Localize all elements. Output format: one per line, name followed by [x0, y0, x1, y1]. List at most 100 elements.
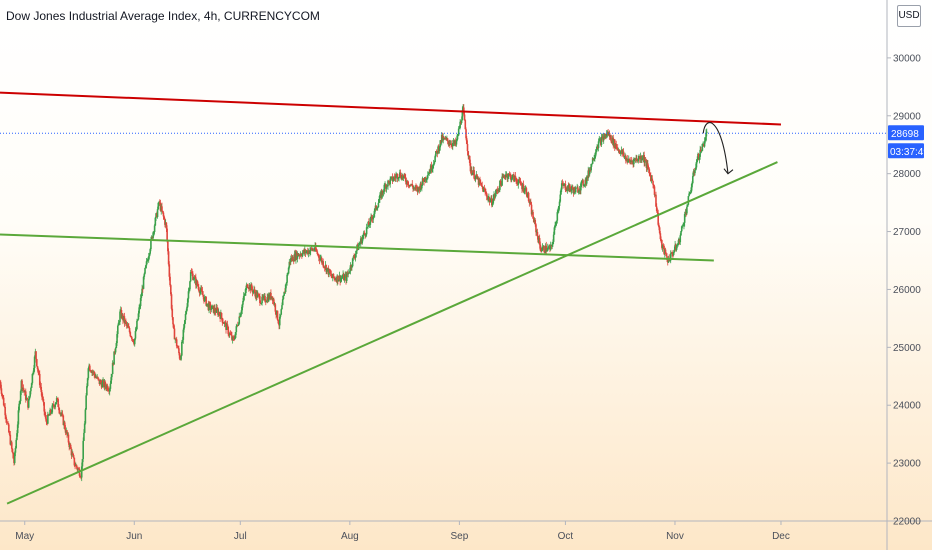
candle-body — [527, 192, 530, 202]
candle-body — [180, 355, 182, 360]
candle-body — [656, 211, 659, 213]
candle-body — [315, 250, 318, 252]
candle-body — [251, 289, 254, 293]
candle-body — [192, 279, 195, 281]
candle-body — [532, 212, 534, 219]
candle-body — [7, 422, 9, 425]
countdown-box — [888, 143, 924, 159]
candle-body — [175, 339, 178, 347]
candle-body — [361, 238, 364, 244]
candle-body — [686, 206, 688, 214]
candle-body — [89, 370, 92, 372]
candle-body — [256, 294, 259, 298]
candle-body — [13, 452, 16, 463]
candle-body — [700, 150, 703, 152]
candle-body — [18, 403, 20, 411]
candle-body — [172, 317, 174, 325]
candle-body — [148, 253, 151, 257]
candle-body — [86, 386, 88, 396]
candle-body — [261, 296, 263, 304]
candle-body — [226, 324, 229, 327]
candle-body — [161, 206, 163, 211]
candle-body — [309, 247, 312, 252]
candle-body — [627, 161, 629, 163]
y-tick-label: 30000 — [893, 53, 921, 64]
candle-body — [170, 285, 172, 295]
candle-body — [286, 274, 288, 283]
candle-body — [201, 291, 204, 295]
candle-body — [21, 380, 23, 389]
y-tick-label: 26000 — [893, 285, 921, 296]
candle-body — [50, 412, 53, 414]
candle-body — [323, 266, 325, 268]
candle-body — [392, 179, 394, 182]
candle-body — [116, 325, 119, 335]
candle-body — [265, 301, 268, 303]
candle-body — [183, 324, 185, 330]
candle-body — [446, 138, 449, 142]
candle-body — [191, 272, 193, 274]
candle-body — [140, 296, 143, 299]
candle-body — [301, 252, 304, 257]
candle-body — [624, 155, 627, 161]
candle-body — [325, 265, 327, 272]
candle-body — [4, 406, 6, 416]
candle-body — [676, 244, 679, 246]
candle-body — [167, 251, 170, 265]
candle-body — [486, 196, 489, 200]
candle-body — [10, 442, 13, 449]
candle-body — [77, 468, 80, 470]
candle-body — [465, 129, 467, 139]
candle-body — [354, 257, 356, 259]
candle-body — [498, 189, 500, 191]
candle-body — [40, 386, 43, 393]
candle-body — [245, 288, 247, 293]
candle-body — [471, 173, 474, 175]
candle-body — [421, 178, 424, 185]
candle-body — [591, 163, 593, 165]
candle-body — [3, 405, 6, 407]
candle-body — [45, 418, 48, 423]
candle-body — [62, 415, 65, 425]
candle-body — [675, 245, 678, 250]
candle-body — [234, 332, 237, 338]
candle-body — [665, 254, 668, 256]
candle-body — [229, 333, 232, 335]
candle-body — [69, 444, 72, 449]
candle-body — [479, 179, 481, 183]
candle-body — [178, 348, 180, 354]
price-label-box — [888, 125, 924, 141]
candle-body — [144, 265, 147, 268]
candle-body — [641, 159, 643, 161]
candle-body — [626, 158, 629, 163]
candle-body — [153, 225, 156, 232]
candle-body — [510, 178, 513, 181]
candle-body — [200, 288, 203, 292]
candle-body — [287, 267, 290, 274]
candle-body — [430, 165, 433, 171]
candle-body — [550, 245, 553, 247]
candle-body — [116, 334, 118, 344]
candle-body — [671, 252, 673, 255]
candle-body — [385, 185, 388, 189]
candle-body — [334, 277, 336, 280]
candle-body — [426, 178, 428, 180]
candle-body — [348, 272, 350, 274]
currency-badge[interactable]: USD — [897, 5, 921, 27]
candle-body — [52, 404, 55, 407]
candle-body — [554, 224, 556, 228]
candle-body — [216, 307, 218, 310]
candle-body — [72, 453, 74, 456]
candle-body — [178, 353, 181, 359]
candle-body — [511, 175, 514, 179]
candle-body — [683, 222, 685, 226]
candle-body — [694, 167, 697, 171]
candle-body — [8, 424, 10, 433]
candle-body — [345, 273, 348, 281]
candle-body — [669, 260, 671, 262]
candle-body — [378, 199, 380, 203]
candle-body — [347, 272, 350, 275]
candle-body — [166, 228, 168, 241]
candle-body — [488, 197, 491, 203]
